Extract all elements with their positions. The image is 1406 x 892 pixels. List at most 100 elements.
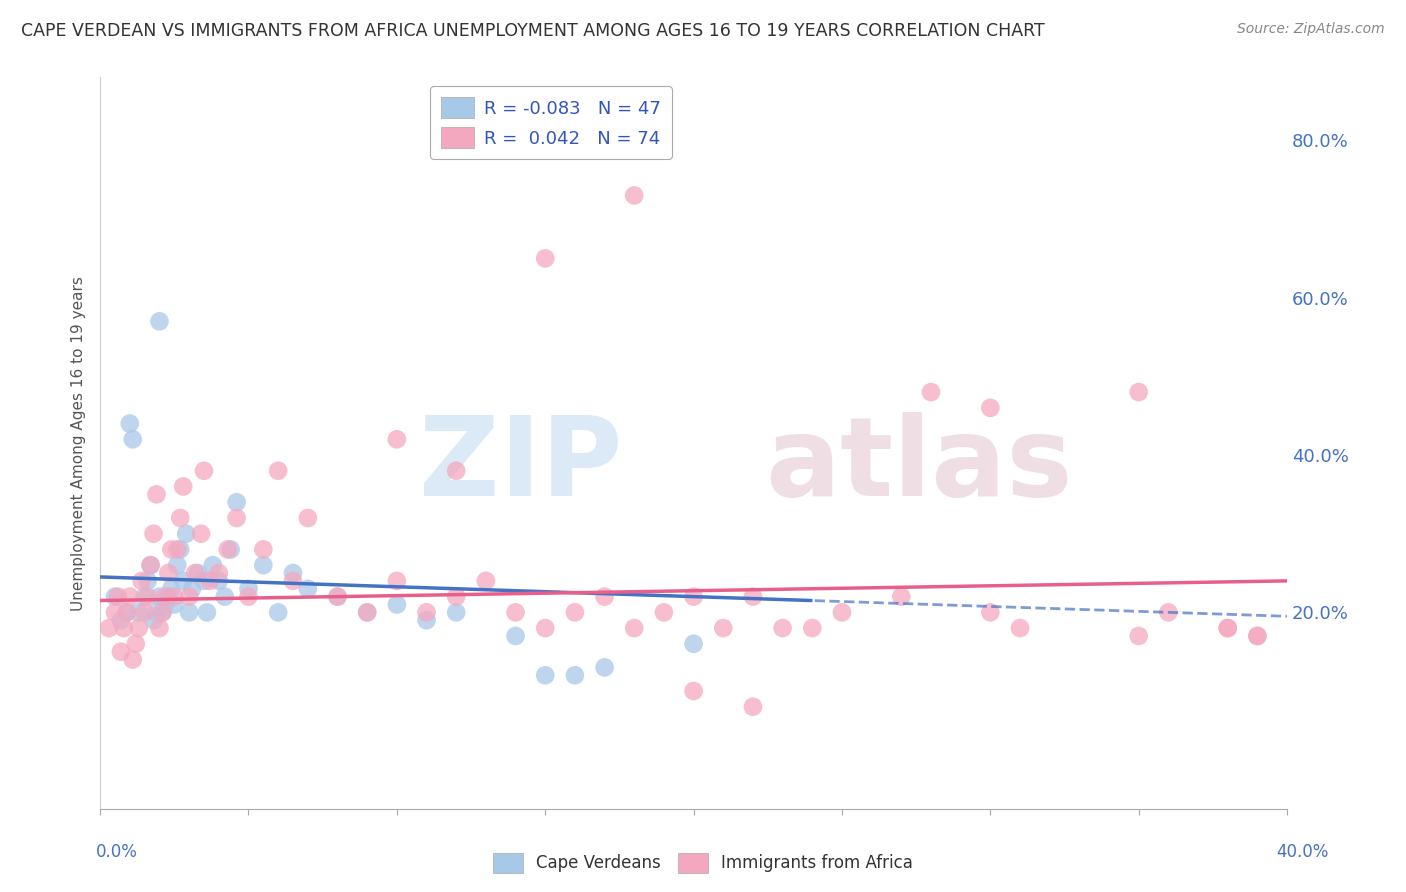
Point (217, 542, 239, 557)
Point (238, 590, 260, 604)
Point (593, 660, 616, 674)
Point (148, 314, 170, 328)
Point (444, 590, 467, 604)
Point (128, 621, 150, 635)
Point (979, 605, 1001, 619)
Point (104, 605, 127, 619)
Point (115, 605, 138, 619)
Point (225, 511, 247, 525)
Point (1246, 629, 1268, 643)
Point (155, 598, 177, 612)
Point (297, 582, 319, 596)
Point (104, 590, 127, 604)
Point (742, 590, 765, 604)
Text: Source: ZipAtlas.com: Source: ZipAtlas.com (1237, 22, 1385, 37)
Point (166, 558, 188, 573)
Point (169, 511, 191, 525)
Point (134, 590, 156, 604)
Point (131, 574, 153, 588)
Point (169, 542, 191, 557)
Point (682, 684, 704, 698)
Point (142, 526, 165, 541)
Point (181, 582, 204, 596)
Text: atlas: atlas (765, 412, 1073, 518)
Point (979, 401, 1001, 415)
Point (112, 621, 135, 635)
Point (219, 542, 242, 557)
Point (128, 605, 150, 619)
Point (281, 566, 304, 580)
Point (107, 590, 129, 604)
Point (1246, 629, 1268, 643)
Point (136, 590, 159, 604)
Point (110, 613, 132, 627)
Point (444, 464, 467, 478)
Text: CAPE VERDEAN VS IMMIGRANTS FROM AFRICA UNEMPLOYMENT AMONG AGES 16 TO 19 YEARS CO: CAPE VERDEAN VS IMMIGRANTS FROM AFRICA U… (21, 22, 1045, 40)
Point (1216, 621, 1239, 635)
Point (890, 590, 912, 604)
Point (356, 605, 378, 619)
Point (115, 605, 138, 619)
Point (385, 432, 408, 446)
Point (155, 590, 177, 604)
Point (145, 605, 167, 619)
Point (198, 574, 221, 588)
Point (225, 495, 247, 509)
Point (208, 574, 231, 588)
Point (187, 566, 209, 580)
Point (118, 590, 141, 604)
Point (326, 590, 349, 604)
Point (174, 526, 197, 541)
Point (125, 637, 148, 651)
Point (772, 621, 794, 635)
Point (208, 566, 231, 580)
Point (148, 590, 170, 604)
Point (136, 574, 159, 588)
Point (238, 582, 260, 596)
Point (831, 605, 853, 619)
Point (1216, 621, 1239, 635)
Y-axis label: Unemployment Among Ages 16 to 19 years: Unemployment Among Ages 16 to 19 years (72, 276, 86, 611)
Point (163, 590, 186, 604)
Point (267, 464, 290, 478)
Point (190, 526, 212, 541)
Point (179, 605, 201, 619)
Point (801, 621, 824, 635)
Point (139, 558, 162, 573)
Point (214, 590, 236, 604)
Point (564, 668, 586, 682)
Point (534, 668, 557, 682)
Point (184, 566, 207, 580)
Text: 0.0%: 0.0% (96, 843, 138, 861)
Point (623, 188, 645, 202)
Point (742, 699, 765, 714)
Point (1157, 605, 1180, 619)
Point (711, 621, 734, 635)
Point (593, 590, 616, 604)
Point (564, 605, 586, 619)
Point (534, 621, 557, 635)
Point (145, 487, 167, 501)
Point (172, 574, 194, 588)
Text: ZIP: ZIP (419, 412, 623, 518)
Point (505, 629, 527, 643)
Legend: R = -0.083   N = 47, R =  0.042   N = 74: R = -0.083 N = 47, R = 0.042 N = 74 (430, 87, 672, 159)
Point (385, 598, 408, 612)
Point (356, 605, 378, 619)
Text: 40.0%: 40.0% (1277, 843, 1329, 861)
Point (682, 590, 704, 604)
Point (1128, 385, 1150, 400)
Point (297, 511, 319, 525)
Point (252, 558, 274, 573)
Point (1128, 629, 1150, 643)
Point (252, 542, 274, 557)
Point (267, 605, 290, 619)
Point (121, 432, 143, 446)
Point (172, 479, 194, 493)
Point (1008, 621, 1031, 635)
Point (623, 621, 645, 635)
Point (121, 652, 143, 666)
Point (415, 605, 437, 619)
Point (157, 590, 180, 604)
Point (444, 605, 467, 619)
